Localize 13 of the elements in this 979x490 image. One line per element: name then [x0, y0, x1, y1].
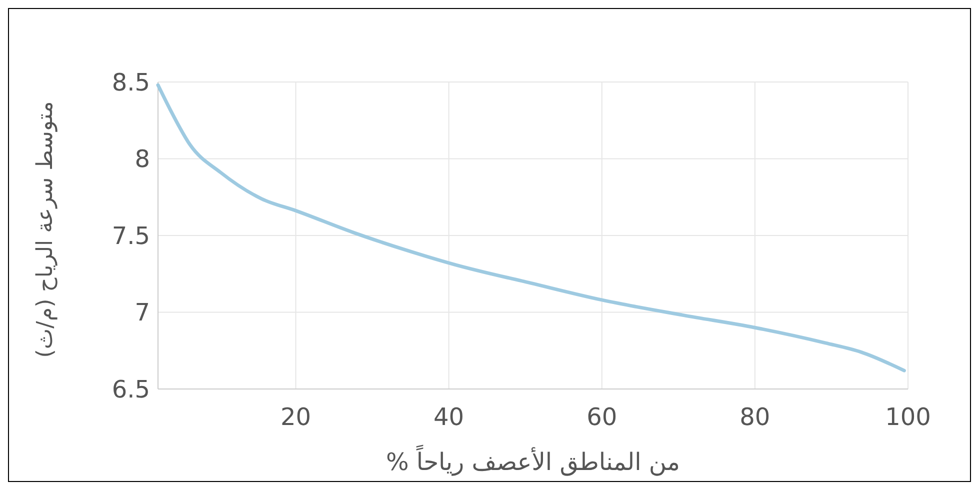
y-tick-label: 8.5 [112, 68, 150, 96]
y-tick-label: 7 [134, 298, 150, 327]
y-tick-label: 6.5 [112, 375, 150, 404]
y-axis-title: متوسط سرعة الرياح (م/ث) [33, 101, 58, 358]
x-tick-label: 80 [740, 403, 770, 431]
y-tick-label: 7.5 [112, 222, 150, 250]
x-tick-label: 40 [434, 403, 464, 431]
x-tick-label: 100 [885, 403, 931, 431]
x-tick-label: 20 [280, 403, 312, 431]
y-tick-label: 8 [134, 145, 150, 174]
x-axis-title: من المناطق الأعصف رياحاً % [386, 444, 680, 476]
line-series [156, 83, 906, 372]
x-tick-label: 60 [586, 403, 618, 431]
